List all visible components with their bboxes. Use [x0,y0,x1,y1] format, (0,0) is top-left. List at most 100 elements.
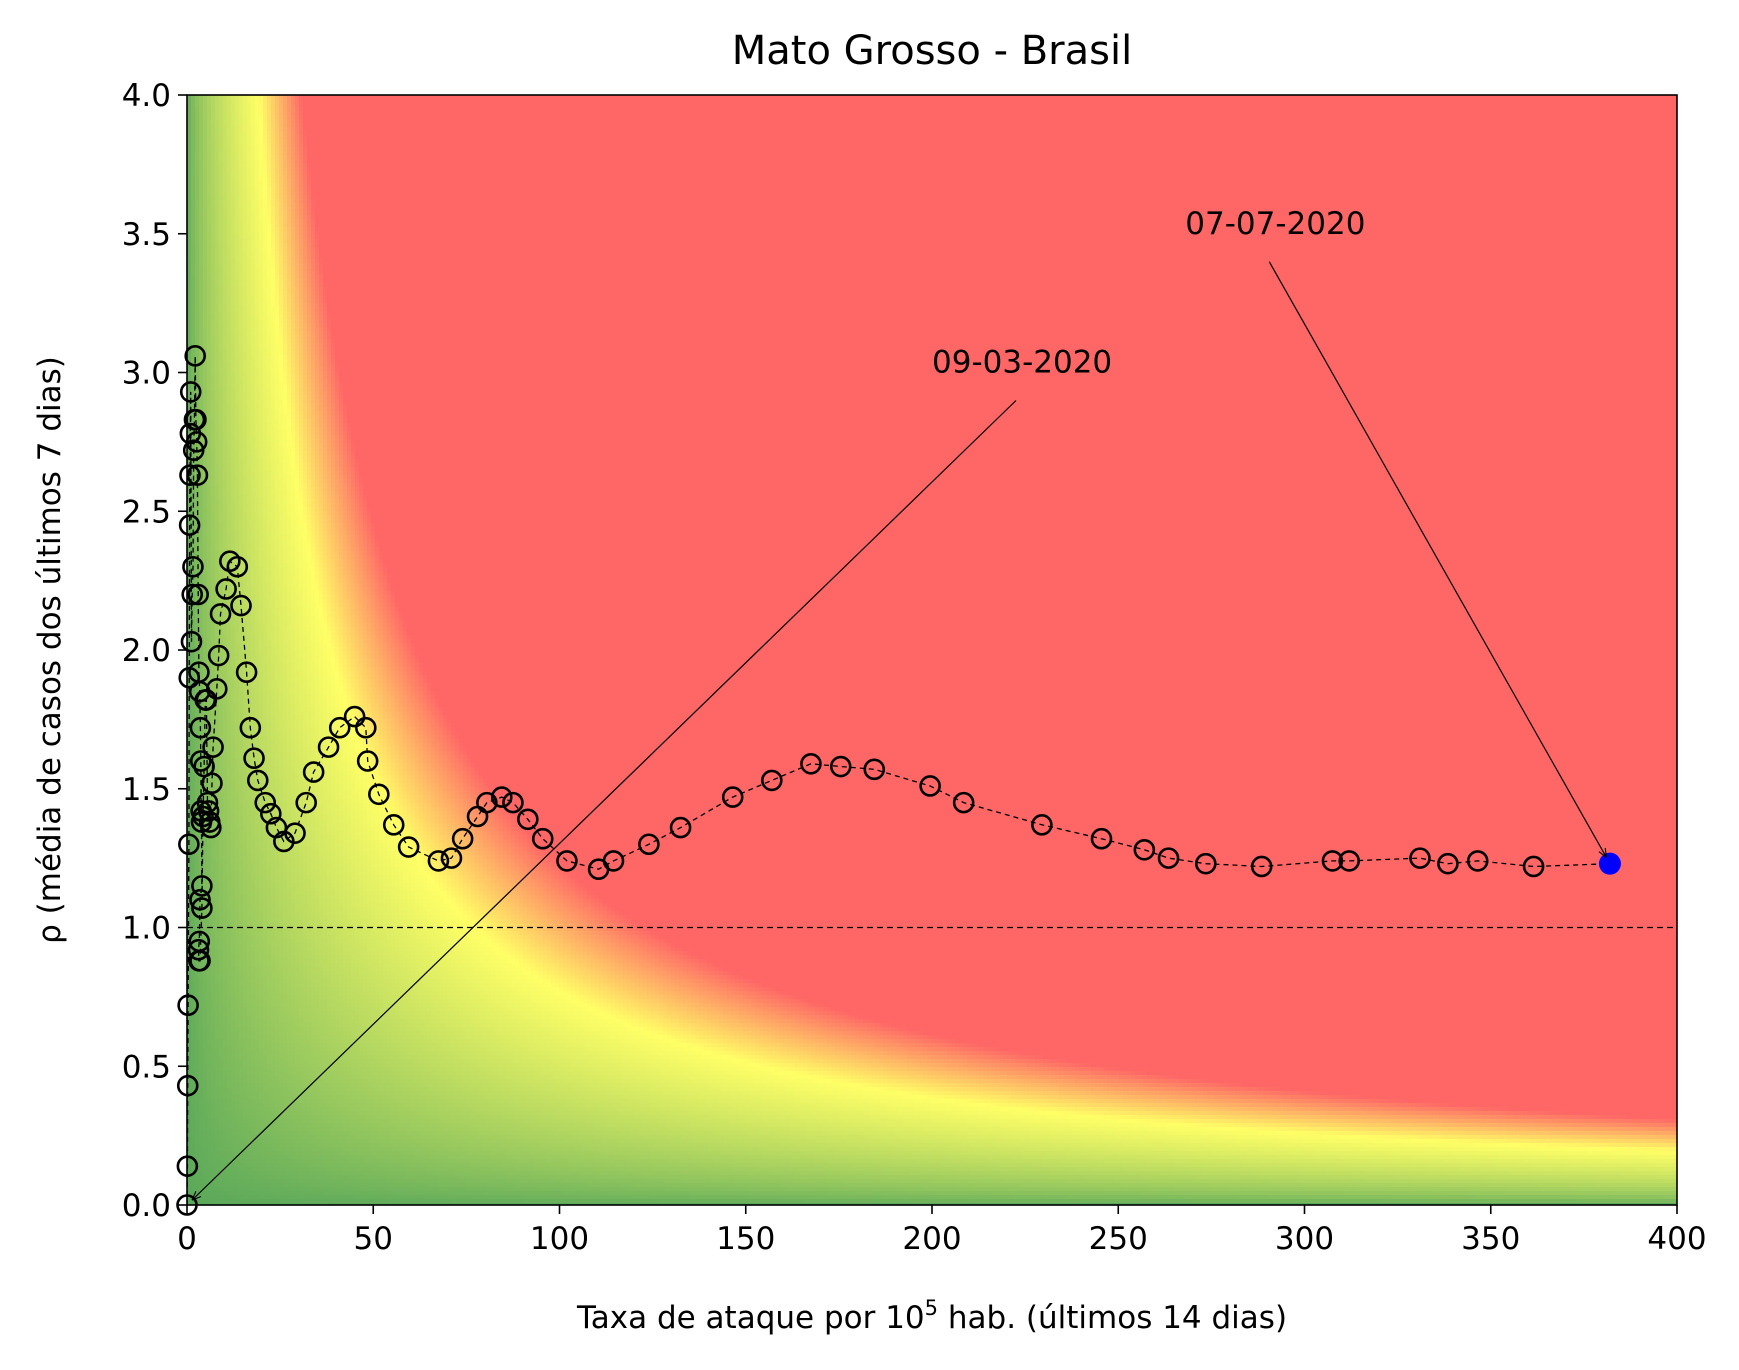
heatmap-cell [271,107,276,112]
heatmap-cell [947,111,952,116]
heatmap-cell [919,107,924,112]
heatmap-cell [811,103,816,108]
heatmap-cell [327,103,332,108]
heatmap-cell [1387,107,1392,112]
heatmap-cell [371,99,376,104]
heatmap-cell [1103,107,1108,112]
heatmap-cell [1603,99,1608,104]
heatmap-cell [631,111,636,116]
heatmap-cell [859,111,864,116]
heatmap-cell [1055,103,1060,108]
heatmap-cell [331,107,336,112]
heatmap-cell [1655,99,1660,104]
heatmap-cell [1231,103,1236,108]
heatmap-cell [587,103,592,108]
heatmap-cell [839,107,844,112]
heatmap-cell [1659,99,1664,104]
heatmap-cell [1019,111,1024,116]
heatmap-cell [687,99,692,104]
heatmap-cell [531,107,536,112]
heatmap-cell [1027,107,1032,112]
heatmap-cell [1267,99,1272,104]
heatmap-cell [871,103,876,108]
heatmap-cell [567,107,572,112]
heatmap-cell [543,111,548,116]
heatmap-cell [223,107,228,112]
heatmap-cell [379,107,384,112]
heatmap-cell [371,111,376,116]
heatmap-cell [1347,103,1352,108]
heatmap-cell [1159,103,1164,108]
heatmap-cell [943,99,948,104]
heatmap-cell [1311,103,1316,108]
heatmap-cell [231,107,236,112]
heatmap-cell [1275,103,1280,108]
heatmap-cell [559,107,564,112]
heatmap-cell [1287,99,1292,104]
heatmap-cell [827,111,832,116]
heatmap-cell [1151,107,1156,112]
heatmap-cell [987,111,992,116]
heatmap-cell [275,107,280,112]
heatmap-cell [847,107,852,112]
heatmap-cell [563,103,568,108]
heatmap-cell [1351,103,1356,108]
heatmap-cell [319,99,324,104]
heatmap-cell [555,111,560,116]
heatmap-cell [207,103,212,108]
heatmap-cell [815,107,820,112]
heatmap-cell [311,103,316,108]
heatmap-cell [907,111,912,116]
heatmap-cell [1347,99,1352,104]
heatmap-cell [931,99,936,104]
heatmap-cell [583,107,588,112]
heatmap-cell [299,103,304,108]
heatmap-cell [1387,111,1392,116]
heatmap-cell [1371,111,1376,116]
heatmap-cell [1407,103,1412,108]
heatmap-cell [307,111,312,116]
heatmap-cell [963,103,968,108]
heatmap-cell [735,103,740,108]
heatmap-cell [1535,107,1540,112]
heatmap-cell [1343,107,1348,112]
heatmap-cell [675,103,680,108]
heatmap-cell [451,99,456,104]
heatmap-cell [495,99,500,104]
heatmap-cell [867,107,872,112]
heatmap-cell [291,107,296,112]
heatmap-cell [1303,107,1308,112]
heatmap-cell [271,111,276,116]
heatmap-cell [1387,103,1392,108]
heatmap-cell [1435,103,1440,108]
heatmap-cell [575,99,580,104]
heatmap-cell [1283,103,1288,108]
heatmap-cell [967,103,972,108]
heatmap-cell [1039,99,1044,104]
heatmap-cell [719,107,724,112]
heatmap-cell [895,111,900,116]
heatmap-cell [851,99,856,104]
heatmap-cell [231,103,236,108]
heatmap-cell [819,99,824,104]
heatmap-cell [363,111,368,116]
heatmap-cell [1451,107,1456,112]
heatmap-cell [1223,99,1228,104]
heatmap-cell [1639,99,1644,104]
heatmap-cell [1375,107,1380,112]
heatmap-cell [1567,103,1572,108]
heatmap-cell [335,107,340,112]
heatmap-cell [343,103,348,108]
heatmap-cell [527,99,532,104]
heatmap-cell [1375,103,1380,108]
heatmap-cell [363,103,368,108]
heatmap-cell [599,99,604,104]
heatmap-cell [211,111,216,116]
heatmap-cell [407,107,412,112]
heatmap-cell [695,103,700,108]
heatmap-cell [511,111,516,116]
heatmap-cell [575,107,580,112]
heatmap-cell [1183,103,1188,108]
heatmap-cell [923,99,928,104]
heatmap-cell [1035,99,1040,104]
